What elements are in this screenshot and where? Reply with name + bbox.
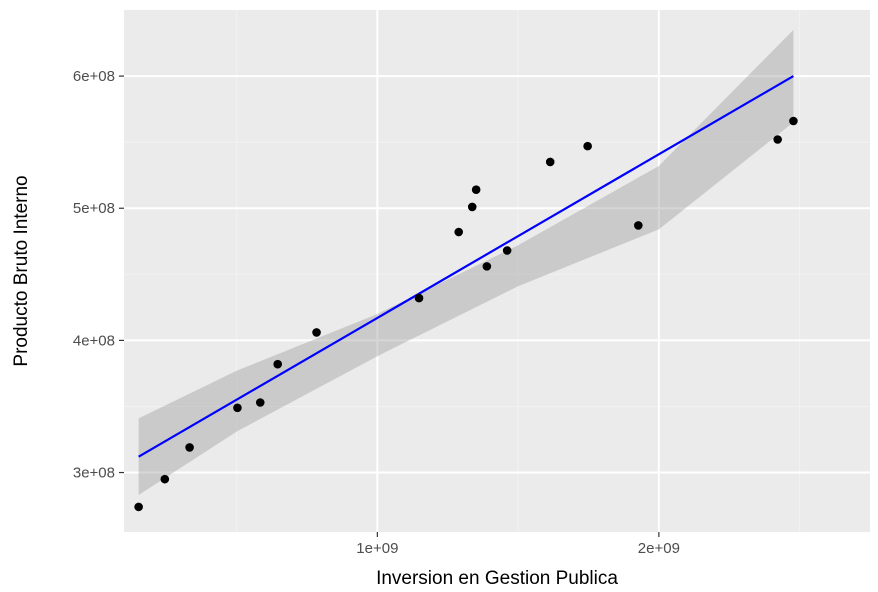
data-point [134,502,143,512]
data-point [233,403,242,413]
data-point [545,157,555,167]
data-point [789,116,798,126]
data-point [583,141,592,151]
grid-layer [124,10,870,532]
points-layer [134,116,798,512]
y-tick-label: 3e+08 [73,465,115,482]
x-tick-label: 1e+09 [356,540,398,557]
data-point [414,293,424,303]
regression-line [138,75,794,458]
y-tick-label: 6e+08 [73,68,115,85]
data-point [255,398,265,407]
axis-ticks-layer: 1e+09 2e+09 3e+08 4e+08 5e+08 6e+08 [73,68,680,557]
data-point [160,474,170,484]
x-axis-title: Inversion en Gestion Publica [376,568,618,589]
data-point [502,246,512,255]
data-point [454,227,464,237]
data-point [185,443,194,452]
y-axis-title: Producto Bruto Interno [11,175,32,366]
plot-panel [124,10,870,532]
data-point [471,185,481,195]
y-tick-label: 5e+08 [73,200,115,217]
data-point [482,262,492,271]
data-point [312,328,321,337]
data-point [773,135,782,144]
y-tick-label: 4e+08 [73,332,115,349]
data-point [634,221,643,230]
confidence-band [138,29,794,495]
data-point [273,359,283,369]
data-point [467,202,477,212]
x-tick-label: 2e+09 [638,540,680,557]
